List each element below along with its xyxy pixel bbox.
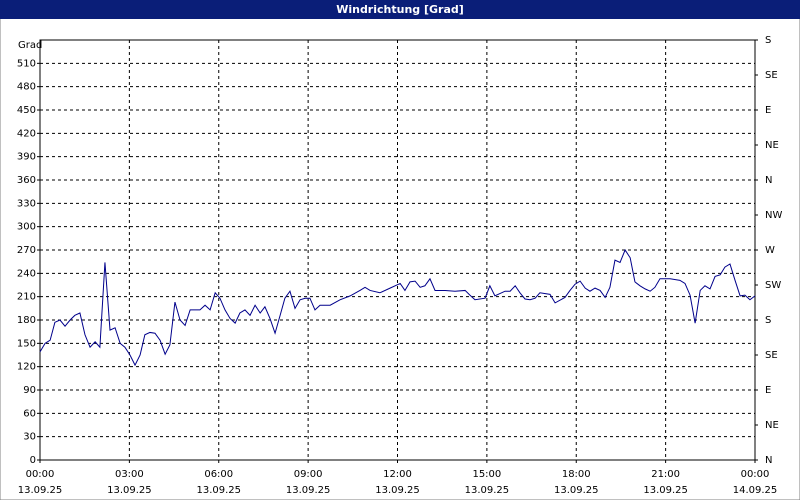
y2-tick-label: SE xyxy=(765,70,778,81)
x-tick-date: 13.09.25 xyxy=(286,485,331,496)
y-tick-label: 480 xyxy=(17,82,36,93)
x-tick-label: 21:00 xyxy=(651,469,680,480)
y2-tick-label: N xyxy=(765,455,772,466)
x-tick-date: 13.09.25 xyxy=(554,485,599,496)
y-tick-label: 120 xyxy=(17,362,36,373)
y-tick-label: 390 xyxy=(17,152,36,163)
data-line xyxy=(39,248,756,367)
y-tick-label: 420 xyxy=(17,128,36,139)
y-tick-label: 510 xyxy=(17,58,36,69)
y-axis-label: Grad xyxy=(18,40,42,51)
y-tick-label: 210 xyxy=(17,292,36,303)
x-tick-label: 00:00 xyxy=(26,469,55,480)
y2-tick-label: S xyxy=(765,35,771,46)
chart-title: Windrichtung [Grad] xyxy=(336,3,464,16)
x-tick-label: 12:00 xyxy=(383,469,412,480)
y-tick-label: 180 xyxy=(17,315,36,326)
y2-tick-label: E xyxy=(765,105,771,116)
y-tick-label: 240 xyxy=(17,268,36,279)
y2-tick-label: NW xyxy=(765,210,782,221)
x-tick-label: 06:00 xyxy=(204,469,233,480)
y-tick-label: 360 xyxy=(17,175,36,186)
y2-tick-label: S xyxy=(765,315,771,326)
x-tick-label: 18:00 xyxy=(562,469,591,480)
y2-tick-label: SE xyxy=(765,350,778,361)
y2-tick-label: N xyxy=(765,175,772,186)
x-tick-date: 13.09.25 xyxy=(375,485,420,496)
x-tick-date: 13.09.25 xyxy=(643,485,688,496)
y-tick-label: 0 xyxy=(30,455,36,466)
x-tick-date: 13.09.25 xyxy=(196,485,241,496)
y-tick-label: 450 xyxy=(17,105,36,116)
y-tick-label: 30 xyxy=(23,432,36,443)
y-tick-label: 300 xyxy=(17,222,36,233)
x-tick-label: 09:00 xyxy=(294,469,323,480)
y2-tick-label: NE xyxy=(765,420,779,431)
x-tick-label: 15:00 xyxy=(472,469,501,480)
x-tick-date: 13.09.25 xyxy=(107,485,152,496)
x-tick-date: 14.09.25 xyxy=(733,485,778,496)
x-tick-label: 03:00 xyxy=(115,469,144,480)
x-tick-date: 13.09.25 xyxy=(18,485,63,496)
x-tick-date: 13.09.25 xyxy=(465,485,510,496)
y-tick-label: 90 xyxy=(23,385,36,396)
title-bar xyxy=(0,0,800,19)
y-tick-label: 150 xyxy=(17,338,36,349)
y-tick-label: 270 xyxy=(17,245,36,256)
y-tick-label: 330 xyxy=(17,198,36,209)
x-tick-label: 00:00 xyxy=(741,469,770,480)
y2-tick-label: NE xyxy=(765,140,779,151)
y2-tick-label: E xyxy=(765,385,771,396)
y2-tick-label: SW xyxy=(765,280,781,291)
y2-tick-label: W xyxy=(765,245,775,256)
y-tick-label: 60 xyxy=(23,408,36,419)
